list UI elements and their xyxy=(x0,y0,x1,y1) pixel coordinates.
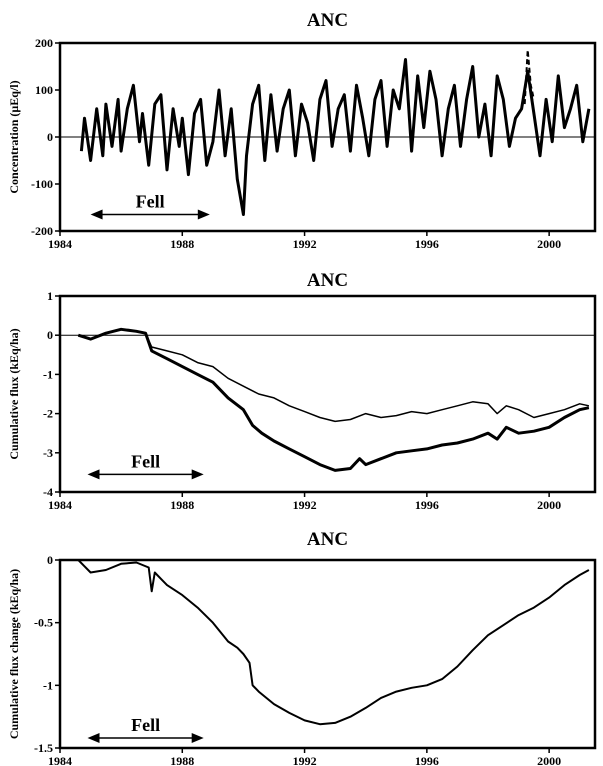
x-tick-label: 1988 xyxy=(170,498,194,512)
plot-frame xyxy=(58,294,597,494)
x-tick-label: 2000 xyxy=(537,498,561,512)
y-tick-label: 200 xyxy=(35,36,53,50)
chart-title: ANC xyxy=(307,529,348,550)
x-tick-label: 1992 xyxy=(293,754,317,766)
x-tick-label: 1996 xyxy=(415,498,439,512)
y-tick-label: -1 xyxy=(43,367,53,381)
arrow-right-icon xyxy=(197,209,210,220)
panel-concentration: ANC 1984 1988 1992 1996 2000 200 100 0 -100 -200 Co… xyxy=(7,10,597,251)
x-tick-label: 2000 xyxy=(537,237,561,251)
y-tick-label: 0 xyxy=(47,553,53,567)
series-line xyxy=(77,327,590,472)
y-tick-label: 0 xyxy=(47,328,53,342)
x-tick-label: 1996 xyxy=(415,237,439,251)
y-tick-label: -0.5 xyxy=(34,616,53,630)
arrow-right-icon xyxy=(191,732,204,743)
arrow-left-icon xyxy=(87,469,100,480)
y-tick-label: -100 xyxy=(31,177,53,191)
y-tick-label: -1.5 xyxy=(34,741,53,755)
x-tick-label: 2000 xyxy=(537,754,561,766)
y-axis-label: Concentration (µEq/l) xyxy=(7,80,21,193)
y-tick-label: -200 xyxy=(31,224,53,238)
panel-cumulative-flux: ANC 1984 1988 1992 1996 2000 1 0 -1 -2 -3 -4 Cumulat… xyxy=(7,270,597,512)
y-axis-label: Cumulative flux (kEq/ha) xyxy=(7,328,21,459)
arrow-left-icon xyxy=(90,209,103,220)
panel-cumulative-flux-change: ANC 1984 1988 1992 1996 2000 0 -0.5 -1 -1.5 Cumula… xyxy=(7,529,597,766)
y-tick-label: -1 xyxy=(43,678,53,692)
series-line xyxy=(78,328,590,423)
chart-title: ANC xyxy=(307,10,348,31)
arrow-right-icon xyxy=(191,469,204,480)
x-tick-label: 1984 xyxy=(48,754,72,766)
x-tick-label: 1984 xyxy=(48,498,72,512)
x-tick-label: 1988 xyxy=(170,237,194,251)
fell-annotation: Fell xyxy=(136,192,165,212)
fell-annotation: Fell xyxy=(131,715,160,735)
y-tick-label: 100 xyxy=(35,83,53,97)
arrow-left-icon xyxy=(87,732,100,743)
y-tick-label: -2 xyxy=(43,407,53,421)
y-axis-label: Cumulative flux change (kEq/ha) xyxy=(7,569,21,739)
x-tick-label: 1988 xyxy=(170,754,194,766)
y-tick-label: 1 xyxy=(47,289,53,303)
plot-frame xyxy=(58,558,597,750)
chart-title: ANC xyxy=(307,270,348,291)
x-tick-label: 1992 xyxy=(293,237,317,251)
y-tick-label: 0 xyxy=(47,130,53,144)
x-tick-label: 1984 xyxy=(48,237,72,251)
series-line xyxy=(523,49,535,105)
series-line xyxy=(77,559,590,726)
y-tick-label: -4 xyxy=(43,485,53,499)
series-line xyxy=(79,58,591,216)
x-tick-label: 1996 xyxy=(415,754,439,766)
x-tick-label: 1992 xyxy=(293,498,317,512)
y-tick-label: -3 xyxy=(43,446,53,460)
fell-annotation: Fell xyxy=(131,451,160,471)
